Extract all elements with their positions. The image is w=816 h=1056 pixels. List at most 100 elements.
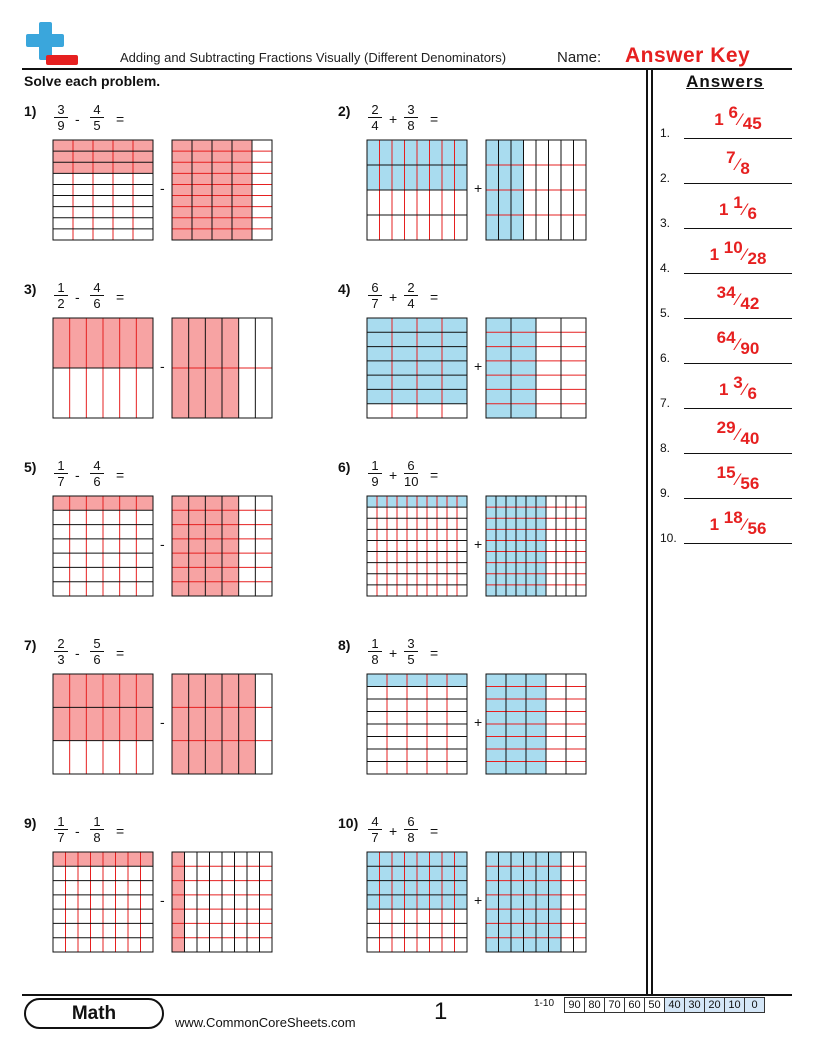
operator: + [389, 111, 398, 127]
score-cell: 90 [564, 997, 585, 1013]
numerator: 1 [368, 458, 382, 474]
operator: + [389, 823, 398, 839]
answer-number: 3. [660, 216, 671, 230]
equals-sign: = [116, 289, 125, 305]
answer-value: 64⁄90 [684, 328, 792, 359]
score-cell: 80 [584, 997, 605, 1013]
model-border [485, 139, 587, 241]
score-cell: 10 [724, 997, 745, 1013]
operator: + [389, 289, 398, 305]
answer-whole: 1 [709, 245, 724, 264]
denominator: 6 [93, 652, 101, 667]
model-operator: + [474, 892, 483, 908]
answer-number: 8. [660, 441, 671, 455]
answer-numerator: 7 [726, 148, 736, 167]
numerator: 3 [54, 102, 68, 118]
answer-number: 9. [660, 486, 671, 500]
answer-number: 4. [660, 261, 671, 275]
model-border [52, 495, 154, 597]
operator: + [389, 467, 398, 483]
denominator: 8 [407, 118, 415, 133]
first-fraction-model [366, 673, 468, 775]
score-cell: 60 [624, 997, 645, 1013]
answer-denominator: 8 [740, 159, 750, 178]
answer-numerator: 1 [733, 193, 743, 212]
first-fraction-model [52, 673, 154, 775]
score-cell: 50 [644, 997, 665, 1013]
operator: + [389, 645, 398, 661]
denominator: 4 [407, 296, 415, 311]
denominator: 5 [407, 652, 415, 667]
answer-whole: 1 [719, 380, 734, 399]
first-fraction-model [52, 495, 154, 597]
answer-denominator: 90 [740, 339, 760, 358]
equals-sign: = [116, 111, 125, 127]
answer-line [684, 273, 792, 274]
answer-denominator: 6 [747, 204, 757, 223]
first-fraction-model [52, 317, 154, 419]
header-divider [22, 68, 792, 70]
answer-row: 8. 29⁄40 [660, 410, 792, 455]
answer-line [684, 318, 792, 319]
answer-denominator: 56 [747, 519, 767, 538]
model-border [171, 139, 273, 241]
denominator: 7 [57, 474, 65, 489]
denominator: 6 [93, 474, 101, 489]
numerator: 5 [90, 636, 104, 652]
denominator: 8 [371, 652, 379, 667]
answer-value: 29⁄40 [684, 418, 792, 449]
model-border [52, 673, 154, 775]
column-divider [646, 70, 648, 994]
second-fraction-model [171, 139, 273, 241]
equals-sign: = [116, 645, 125, 661]
numerator: 2 [368, 102, 382, 118]
numerator: 2 [404, 280, 418, 296]
fraction-slash: ⁄ [743, 245, 747, 264]
answer-line [684, 363, 792, 364]
answer-numerator: 64 [716, 328, 736, 347]
answer-denominator: 28 [747, 249, 767, 268]
model-operator: + [474, 358, 483, 374]
fraction-slash: ⁄ [738, 110, 742, 129]
answer-number: 2. [660, 171, 671, 185]
answer-line [684, 543, 792, 544]
answer-denominator: 45 [742, 114, 762, 133]
numerator: 1 [54, 814, 68, 830]
denominator: 2 [57, 296, 65, 311]
answer-numerator: 18 [723, 508, 743, 527]
answer-row: 3. 1 1⁄6 [660, 185, 792, 230]
equals-sign: = [430, 645, 439, 661]
answer-row: 5. 34⁄42 [660, 275, 792, 320]
equals-sign: = [116, 467, 125, 483]
denominator: 9 [371, 474, 379, 489]
answer-number: 1. [660, 126, 671, 140]
score-cell: 30 [684, 997, 705, 1013]
model-border [366, 317, 468, 419]
denominator: 6 [93, 296, 101, 311]
shaded-region [53, 140, 153, 174]
fraction-slash: ⁄ [743, 515, 747, 534]
score-range-label: 1-10 [534, 998, 555, 1009]
numerator: 3 [404, 102, 418, 118]
answer-value: 34⁄42 [684, 283, 792, 314]
answer-row: 7. 1 3⁄6 [660, 365, 792, 410]
model-border [366, 495, 468, 597]
answer-whole: 1 [714, 110, 729, 129]
second-fraction-model [171, 317, 273, 419]
operator: - [75, 111, 80, 127]
answer-numerator: 15 [716, 463, 736, 482]
denominator: 7 [371, 296, 379, 311]
fraction-slash: ⁄ [736, 290, 740, 309]
model-operator: - [160, 892, 165, 908]
numerator: 4 [90, 280, 104, 296]
